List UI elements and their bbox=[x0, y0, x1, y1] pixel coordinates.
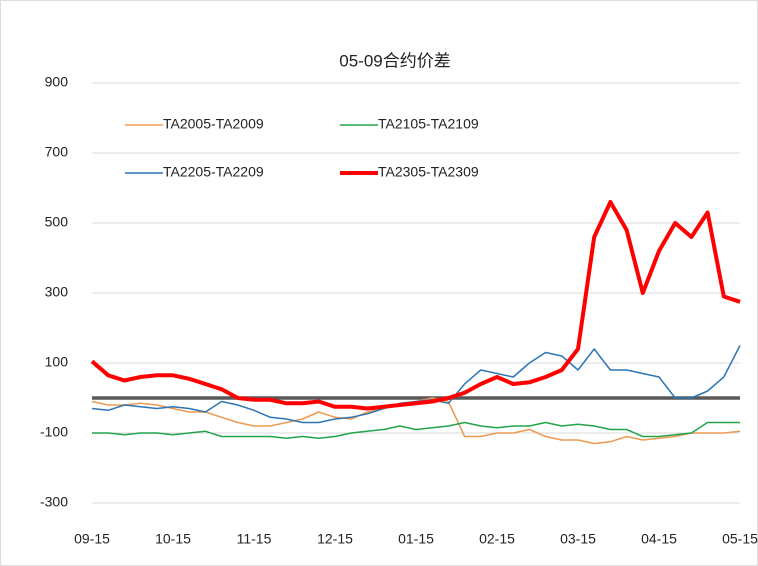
x-tick-label: 04-15 bbox=[641, 531, 677, 547]
legend-label: TA2005-TA2009 bbox=[163, 116, 264, 132]
y-tick-label: 900 bbox=[45, 74, 69, 90]
x-tick-label: 01-15 bbox=[398, 531, 434, 547]
x-tick-label: 05-15 bbox=[722, 531, 758, 547]
x-tick-label: 10-15 bbox=[155, 531, 191, 547]
y-tick-label: 300 bbox=[45, 284, 69, 300]
series-line bbox=[90, 200, 741, 411]
x-tick-label: 11-15 bbox=[237, 531, 272, 547]
y-tick-label: -100 bbox=[40, 424, 68, 440]
x-tick-label: 12-15 bbox=[317, 531, 353, 547]
legend-label: TA2305-TA2309 bbox=[378, 164, 479, 180]
y-tick-label: -300 bbox=[40, 494, 68, 510]
legend-label: TA2105-TA2109 bbox=[378, 116, 479, 132]
chart-title: 05-09合约价差 bbox=[339, 51, 450, 70]
series-line bbox=[92, 421, 740, 440]
y-tick-label: 700 bbox=[45, 144, 69, 160]
x-tick-label: 03-15 bbox=[560, 531, 596, 547]
x-tick-label: 09-15 bbox=[74, 531, 110, 547]
y-tick-label: 500 bbox=[45, 214, 69, 230]
x-tick-label: 02-15 bbox=[479, 531, 515, 547]
y-tick-label: 100 bbox=[45, 354, 69, 370]
legend-label: TA2205-TA2209 bbox=[163, 164, 264, 180]
